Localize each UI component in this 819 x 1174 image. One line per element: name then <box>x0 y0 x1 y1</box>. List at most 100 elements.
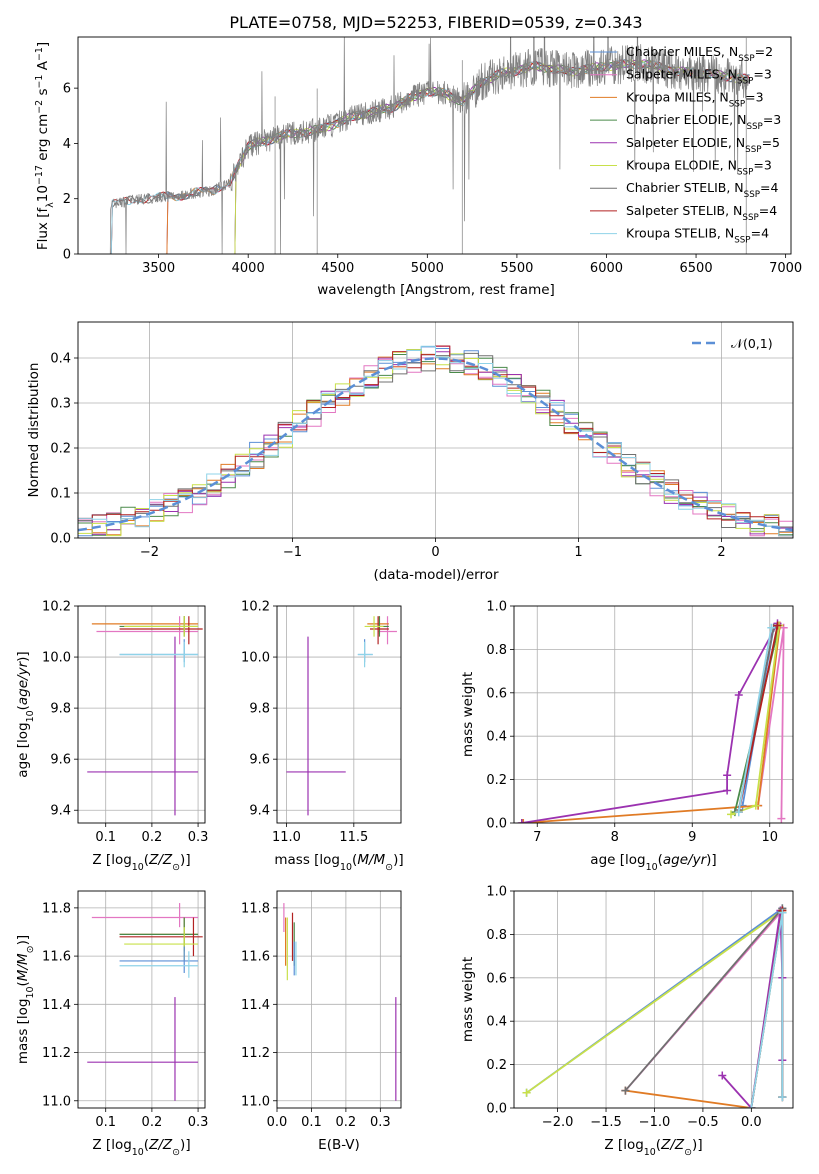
label-part: =3 <box>763 112 781 127</box>
weight-marker <box>723 786 732 795</box>
y-tick-label: 0.6 <box>486 971 507 986</box>
label-part: ( <box>144 1137 149 1153</box>
x-tick-label: 0.0 <box>267 1115 288 1130</box>
label-part: Z [log <box>92 1137 131 1153</box>
y-tick-label: 0.4 <box>486 730 507 745</box>
label-part: )] <box>393 852 404 868</box>
label-part: Flux [f <box>35 207 51 251</box>
x-tick-label: 0.3 <box>188 1115 209 1130</box>
label-part: Salpeter MILES, N <box>626 67 737 82</box>
label-part: ] <box>35 42 51 47</box>
x-tick-label: 2 <box>717 545 725 560</box>
legend-entry: Salpeter ELODIE, NSSP=5 <box>626 135 780 155</box>
y-tick-label: 9.4 <box>50 804 71 819</box>
label-part: )] <box>15 935 31 946</box>
label-part: =2 <box>755 44 773 59</box>
weight-marker <box>734 808 743 817</box>
y-axis-label: Normed distribution <box>26 363 42 498</box>
y-tick-label: 1.0 <box>486 885 507 900</box>
label-part: ( <box>15 981 31 986</box>
x-tick-label: 1 <box>574 545 582 560</box>
plot-area <box>78 345 793 537</box>
label-part: =4 <box>760 180 778 195</box>
label-part: ⊙ <box>684 1147 692 1158</box>
y-tick-label: 11.8 <box>42 901 71 916</box>
x-tick-label: 5000 <box>411 261 444 276</box>
weight-vs-age-axes: 7 8 9 10 0.0 0.2 0.4 0.6 0.8 1.0 <box>486 600 793 845</box>
y-tick-label: 9.8 <box>50 702 71 717</box>
axes-frame <box>513 890 794 1109</box>
label-part: Z [log <box>92 852 131 868</box>
x-tick-label: 0.1 <box>95 1115 116 1130</box>
weight-series-line <box>737 625 779 813</box>
weight-marker <box>517 819 526 823</box>
x-tick-label: 10 <box>761 830 778 845</box>
label-part: Z/Z <box>660 1137 685 1153</box>
y-tick-label: 10.0 <box>42 651 71 666</box>
y-tick-label: 0.3 <box>50 397 71 412</box>
x-axis-label: Z [log10(Z/Z⊙)] <box>92 852 190 873</box>
y-tick-label: 11.4 <box>42 998 71 1013</box>
y-tick-label: 9.6 <box>249 753 270 768</box>
weight-marker <box>751 801 760 810</box>
label-part: λ <box>45 202 56 208</box>
spectrum-axes: 3500 4000 4500 5000 5500 6000 6500 7000 0 2 4 6 <box>63 82 802 276</box>
label-part: =4 <box>751 226 769 241</box>
y-axis-label: age [log10(age/yr)] <box>15 651 36 777</box>
x-tick-label: −1.0 <box>639 1115 671 1130</box>
x-tick-label: 0.1 <box>301 1115 322 1130</box>
x-tick-label: 4500 <box>321 261 354 276</box>
y-tick-label: 11.2 <box>241 1046 270 1061</box>
label-part: ( <box>656 1137 661 1153</box>
x-tick-label: 3500 <box>142 261 175 276</box>
axes-frame <box>77 36 792 255</box>
x-tick-label: 0.1 <box>95 830 116 845</box>
mass-vs-Z-axes: 0.1 0.2 0.3 11.0 11.2 11.4 11.6 11.8 <box>42 891 208 1130</box>
y-tick-label: 11.0 <box>42 1094 71 1109</box>
y-tick-label: 0.0 <box>486 817 507 832</box>
x-tick-label: −1.5 <box>590 1115 622 1130</box>
x-tick-label: 7 <box>533 830 541 845</box>
label-part: −17 <box>34 165 45 185</box>
axes-frame <box>77 890 206 1109</box>
label-part: 10 <box>646 862 658 873</box>
label-part: SSP <box>737 168 753 178</box>
y-tick-label: 9.4 <box>249 804 270 819</box>
weight-marker <box>767 623 776 632</box>
label-part: erg cm <box>35 114 51 165</box>
legend-entry: 𝒩(0,1) <box>731 336 773 351</box>
label-part: Z [log <box>604 1137 643 1153</box>
label-part: ( <box>658 852 663 868</box>
label-part: 10 <box>340 862 352 873</box>
y-tick-label: 0.4 <box>486 1015 507 1030</box>
x-tick-label: −1 <box>283 545 302 560</box>
x-tick-label: −0.5 <box>687 1115 719 1130</box>
x-tick-label: 7000 <box>769 261 802 276</box>
y-tick-label: 0.4 <box>50 352 71 367</box>
y-tick-label: 0 <box>63 248 71 263</box>
label-part: =3 <box>753 67 771 82</box>
legend-entry: Salpeter MILES, NSSP=3 <box>626 67 772 87</box>
label-part: Kroupa MILES, N <box>626 89 729 104</box>
y-tick-label: 11.6 <box>42 950 71 965</box>
legend-entry: Chabrier MILES, NSSP=2 <box>626 44 773 64</box>
x-axis-label: wavelength [Angstrom, rest frame] <box>317 282 555 298</box>
weight-marker <box>747 1104 756 1108</box>
y-tick-label: 1.0 <box>486 600 507 615</box>
label-part: ( <box>144 852 149 868</box>
plot-area <box>286 616 397 816</box>
label-part: SSP <box>745 145 761 155</box>
label-part: )] <box>15 651 31 662</box>
y-tick-label: 6 <box>63 82 71 97</box>
y-tick-label: 11.6 <box>241 950 270 965</box>
y-tick-label: 0.2 <box>50 442 71 457</box>
label-part: 10 <box>35 185 51 202</box>
label-part: ⊙ <box>25 945 36 953</box>
y-tick-label: 0.2 <box>486 1058 507 1073</box>
label-part: ( <box>15 705 31 710</box>
y-tick-label: 9.6 <box>50 753 71 768</box>
weight-marker <box>522 1088 531 1097</box>
normal-curve <box>78 357 793 532</box>
axes-frame <box>276 890 402 1109</box>
